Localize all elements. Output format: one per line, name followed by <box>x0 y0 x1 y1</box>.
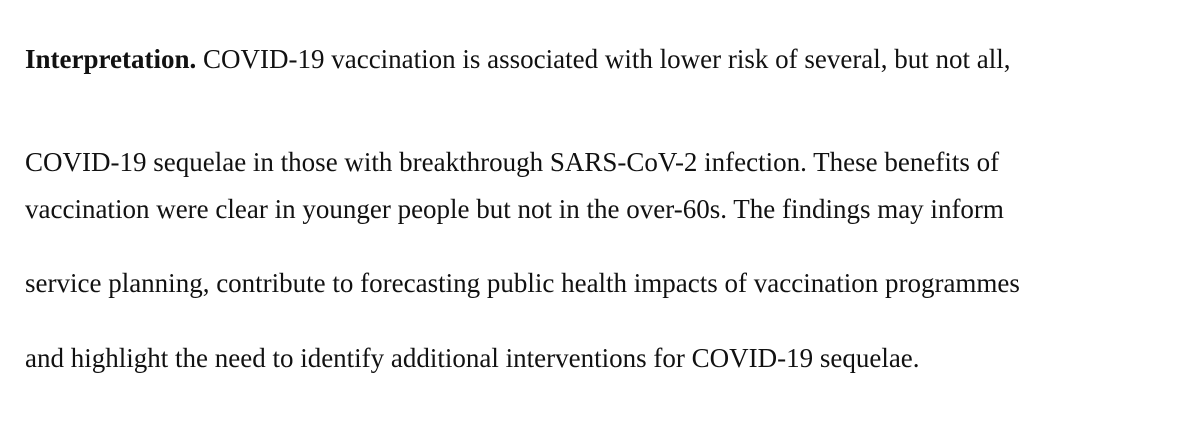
text-line-5: and highlight the need to identify addit… <box>25 343 920 373</box>
text-line-2: COVID-19 sequelae in those with breakthr… <box>25 147 1000 177</box>
text-line-4: service planning, contribute to forecast… <box>25 268 1020 298</box>
text-line-1-body: COVID-19 vaccination is associated with … <box>196 44 1011 74</box>
text-line-1: Interpretation. COVID-19 vaccination is … <box>25 46 1011 73</box>
interpretation-heading: Interpretation. <box>25 44 197 74</box>
text-line-3: vaccination were clear in younger people… <box>25 194 1004 224</box>
